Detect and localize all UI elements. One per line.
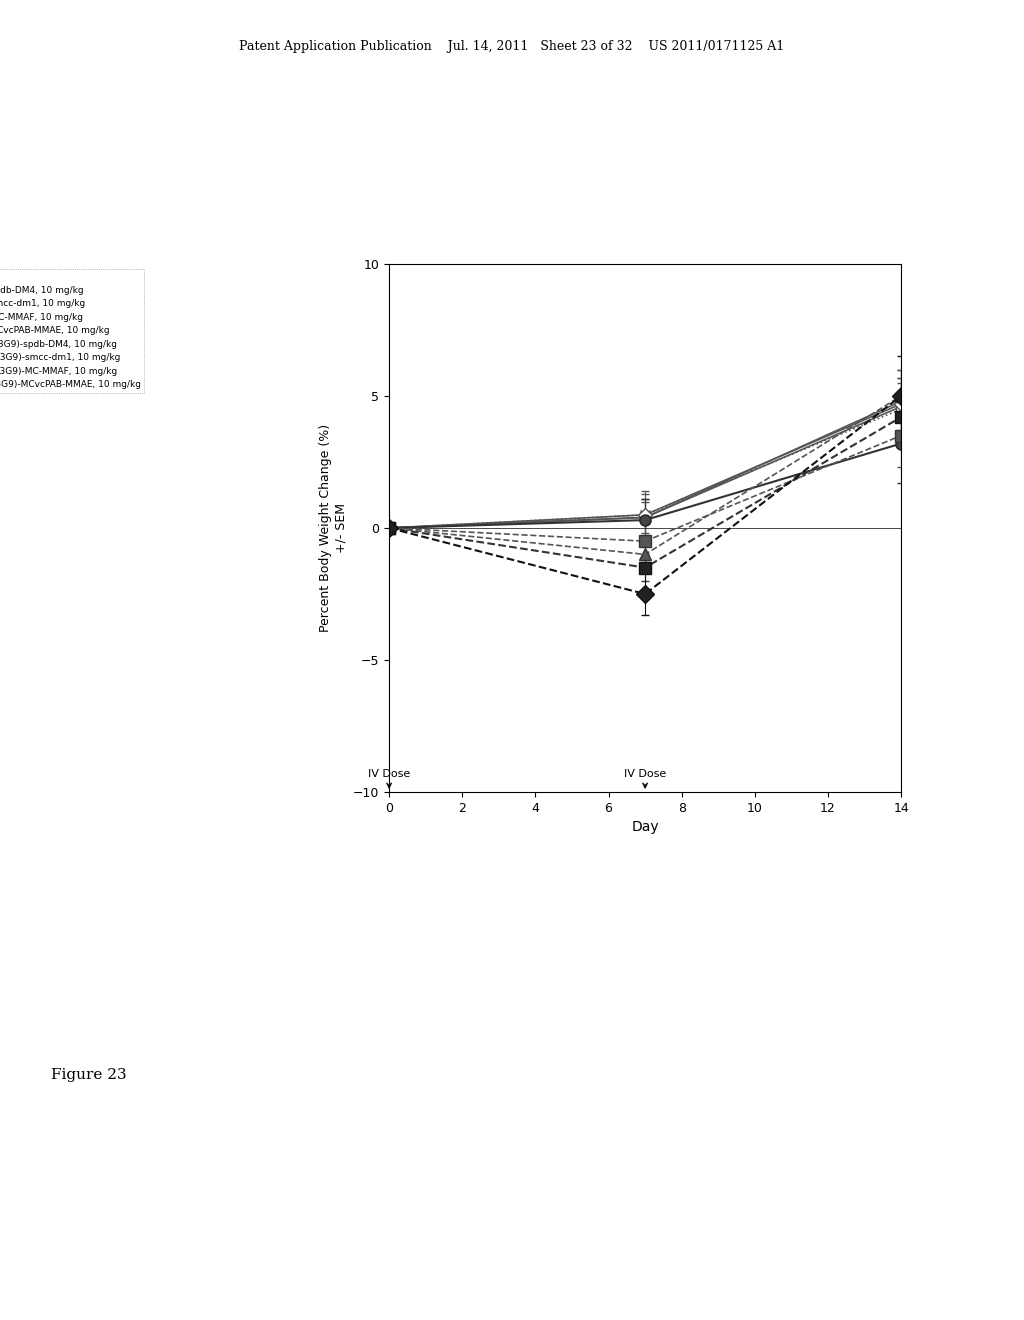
Text: IV Dose: IV Dose: [624, 768, 667, 788]
Text: IV Dose: IV Dose: [368, 768, 411, 788]
Text: Patent Application Publication    Jul. 14, 2011   Sheet 23 of 32    US 2011/0171: Patent Application Publication Jul. 14, …: [240, 40, 784, 53]
Y-axis label: Percent Body Weight Change (%)
+/- SEM: Percent Body Weight Change (%) +/- SEM: [319, 424, 347, 632]
Legend: A-Vehicle, B-Mu-anti-gp120-spdb-DM4, 10 mg/kg, C-Mu-anti-gp120-smcc-dm1, 10 mg/k: A-Vehicle, B-Mu-anti-gp120-spdb-DM4, 10 …: [0, 268, 144, 393]
X-axis label: Day: Day: [632, 820, 658, 834]
Text: Figure 23: Figure 23: [51, 1068, 127, 1082]
